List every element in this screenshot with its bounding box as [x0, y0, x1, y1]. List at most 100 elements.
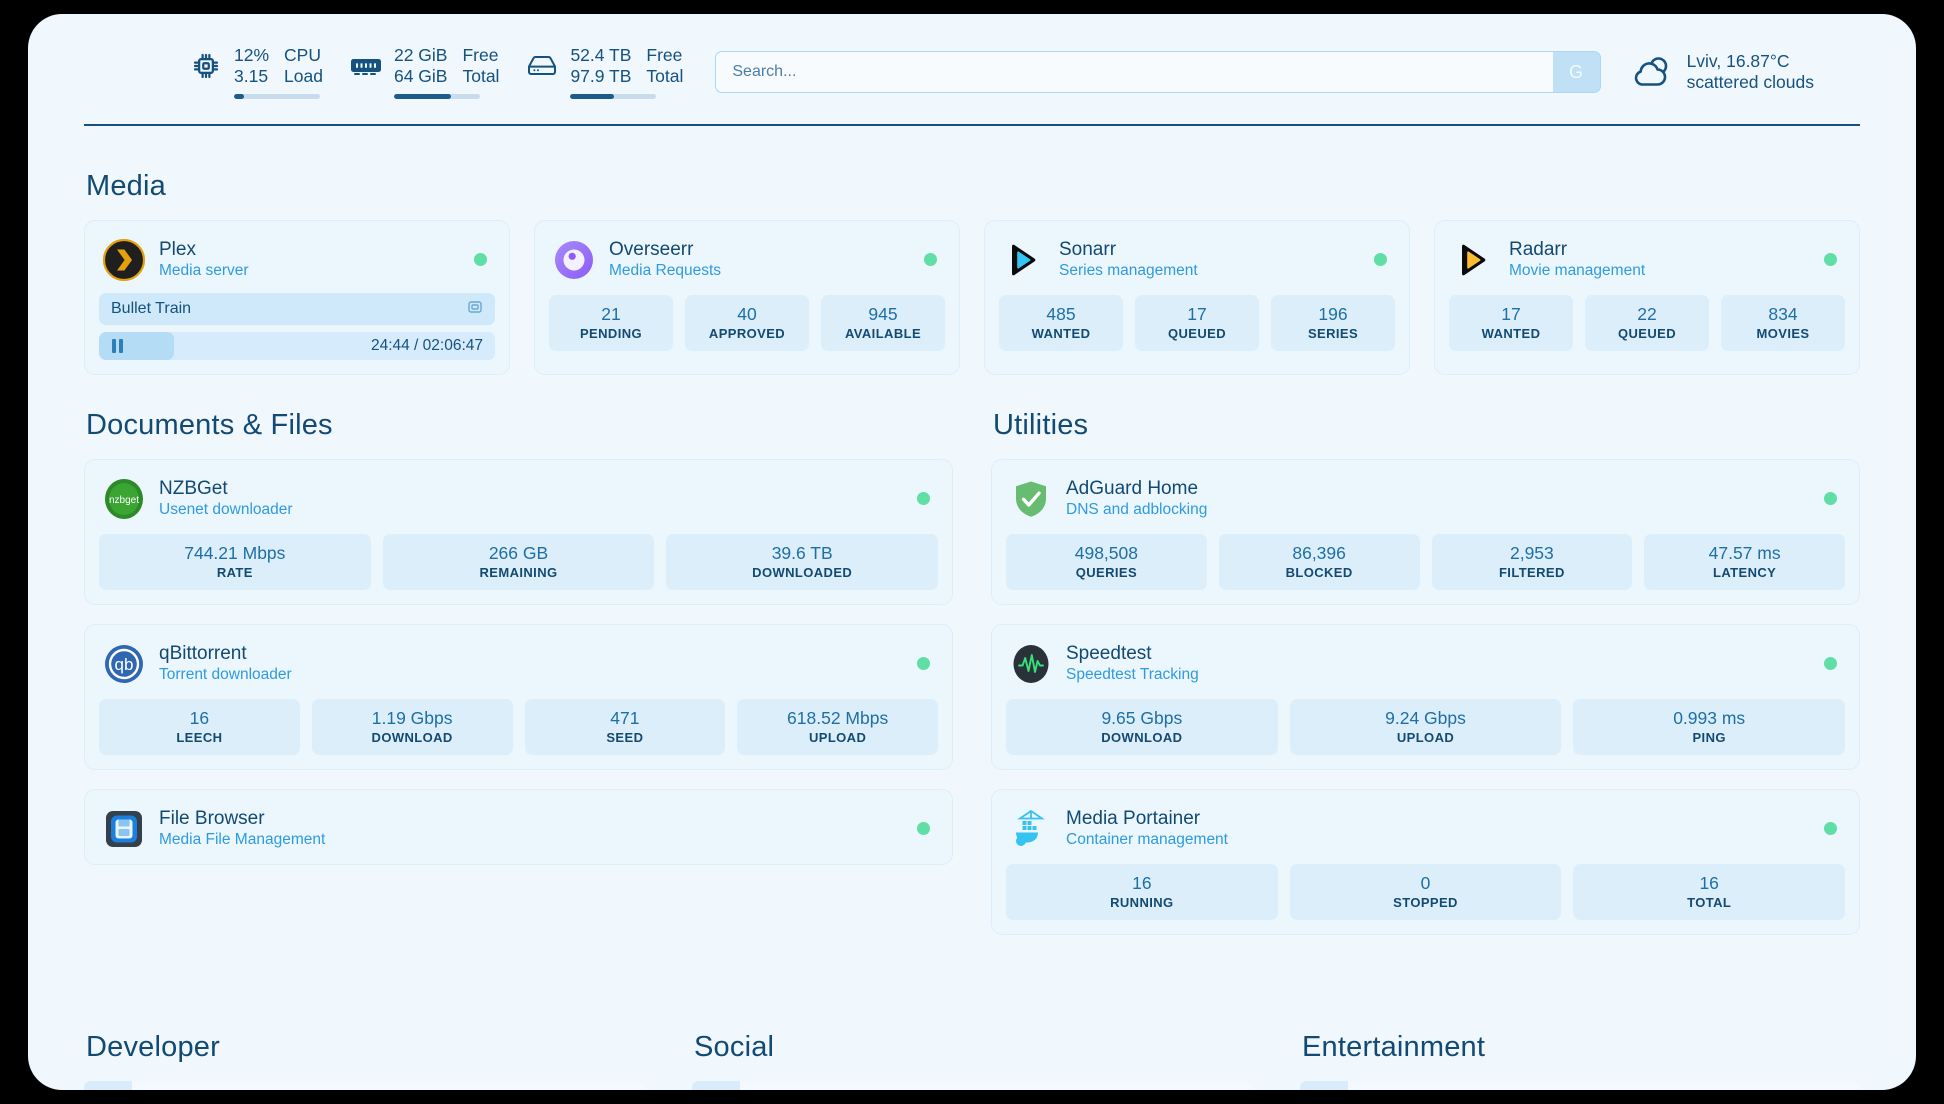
card-header: qb qBittorrent Torrent downloader — [99, 639, 938, 685]
stat-tile-label: STOPPED — [1393, 895, 1458, 910]
stat-tile-queued: 17 QUEUED — [1135, 295, 1259, 351]
stat-progress-bar — [234, 94, 320, 99]
media-player[interactable]: Bullet Train 24:44 / 02:06:47 — [99, 293, 495, 360]
service-card-speedtest[interactable]: Speedtest Speedtest Tracking 9.65 Gbps D… — [991, 624, 1860, 770]
stat-tile-value: 485 — [1046, 304, 1076, 324]
bookmark-name: Github — [132, 1081, 195, 1090]
card-header: Media Portainer Container management — [1006, 804, 1845, 850]
stat-label-secondary: Total — [646, 66, 684, 86]
service-card-radarr[interactable]: Radarr Movie management 17 WANTED 22 QUE… — [1434, 220, 1860, 375]
cpu-icon — [189, 47, 223, 85]
overseerr-icon — [553, 239, 595, 281]
service-card-qbittorrent[interactable]: qb qBittorrent Torrent downloader 16 LEE… — [84, 624, 953, 770]
bookmark-name: YouTube — [1348, 1081, 1427, 1090]
service-stats-row: 21 PENDING 40 APPROVED 945 AVAILABLE — [549, 295, 945, 351]
stat-value-primary: 22 GiB — [393, 45, 448, 65]
service-card-overseerr[interactable]: Overseerr Media Requests 21 PENDING 40 A… — [534, 220, 960, 375]
stat-tile-value: 17 — [1501, 304, 1521, 324]
card-header: nzbget NZBGet Usenet downloader — [99, 474, 938, 520]
stat-ram: 22 GiB 64 GiB Free Total — [349, 45, 499, 99]
service-name: Overseerr — [609, 239, 694, 260]
stat-tile-label: APPROVED — [708, 326, 786, 341]
stat-tile-seed: 471 SEED — [524, 699, 726, 755]
stat-tile-label: RUNNING — [1110, 895, 1174, 910]
stat-label-primary: CPU — [284, 45, 321, 65]
stat-tile-blocked: 86,396 BLOCKED — [1218, 534, 1420, 590]
header-divider — [84, 124, 1860, 126]
search-bar[interactable]: G — [715, 51, 1601, 93]
service-name: File Browser — [159, 808, 265, 829]
stat-tile-value: 2,953 — [1509, 543, 1554, 563]
stat-tile-download: 1.19 Gbps DOWNLOAD — [311, 699, 513, 755]
stat-tile-label: QUERIES — [1075, 565, 1138, 580]
card-header: Overseerr Media Requests — [549, 235, 945, 281]
status-indicator — [1824, 492, 1837, 505]
filebrowser-icon — [103, 808, 145, 850]
service-stats-row: 744.21 Mbps RATE 266 GB REMAINING 39.6 T… — [99, 534, 939, 590]
stat-label-secondary: Total — [462, 66, 500, 86]
service-subtitle: Usenet downloader — [159, 501, 293, 518]
stat-tile-leech: 16 LEECH — [99, 699, 300, 755]
service-card-file-browser[interactable]: File Browser Media File Management — [84, 789, 953, 865]
stat-tile-downloaded: 39.6 TB DOWNLOADED — [666, 534, 939, 590]
stat-progress-bar — [393, 94, 480, 99]
pause-icon[interactable] — [112, 339, 123, 353]
stat-tile-label: REMAINING — [479, 565, 558, 580]
service-subtitle: Speedtest Tracking — [1066, 666, 1199, 683]
search-provider-button[interactable]: G — [1552, 51, 1601, 93]
documents-card-list: nzbget NZBGet Usenet downloader 744.21 M… — [84, 459, 953, 865]
stat-tile-value: 86,396 — [1292, 543, 1346, 563]
stat-tile-label: SERIES — [1307, 326, 1359, 341]
cast-icon[interactable] — [467, 299, 483, 320]
speedtest-icon — [1010, 643, 1052, 685]
status-indicator — [1824, 822, 1837, 835]
stat-tile-latency: 47.57 ms LATENCY — [1644, 534, 1845, 590]
stat-tile-value: 22 — [1637, 304, 1657, 324]
stat-tile-value: 9.65 Gbps — [1101, 708, 1183, 728]
service-card-adguard-home[interactable]: AdGuard Home DNS and adblocking 498,508 … — [991, 459, 1860, 605]
card-header: Plex Media server — [99, 235, 495, 281]
bookmark-abbr: LI — [692, 1081, 740, 1090]
service-name: Media Portainer — [1066, 808, 1201, 829]
status-indicator — [924, 253, 937, 266]
bookmark-item[interactable]: GH Github github.com — [84, 1081, 644, 1090]
service-card-plex[interactable]: Plex Media server Bullet Train 24:44 / 0… — [84, 220, 510, 375]
playback-progress-bar[interactable]: 24:44 / 02:06:47 — [99, 332, 495, 360]
sonarr-icon — [1003, 239, 1045, 281]
stat-tile-value: 266 GB — [488, 543, 549, 563]
stat-tile-label: AVAILABLE — [844, 326, 922, 341]
service-card-nzbget[interactable]: nzbget NZBGet Usenet downloader 744.21 M… — [84, 459, 953, 605]
status-indicator — [474, 253, 487, 266]
stat-tile-label: MOVIES — [1756, 326, 1810, 341]
service-subtitle: Media Requests — [609, 262, 722, 279]
stat-tile-approved: 40 APPROVED — [685, 295, 809, 351]
stat-tile-value: 47.57 ms — [1708, 543, 1781, 563]
search-input[interactable] — [715, 51, 1553, 93]
stat-tile-upload: 618.52 Mbps UPLOAD — [737, 699, 938, 755]
stat-tile-value: 834 — [1768, 304, 1798, 324]
stat-label-primary: Free — [462, 45, 499, 65]
stat-tile-filtered: 2,953 FILTERED — [1431, 534, 1633, 590]
service-subtitle: Movie management — [1509, 262, 1646, 279]
service-subtitle: Media server — [159, 262, 249, 279]
stat-tile-label: TOTAL — [1687, 895, 1732, 910]
bookmark-item[interactable]: YT YouTube youtube.com — [1300, 1081, 1860, 1090]
stat-label-secondary: Load — [284, 66, 323, 86]
bookmark-url: github.com — [550, 1081, 644, 1090]
stat-tile-remaining: 266 GB REMAINING — [382, 534, 655, 590]
bookmark-item[interactable]: LI LinkedIn linkedin.com — [692, 1081, 1252, 1090]
radarr-icon — [1453, 239, 1495, 281]
weather-widget: Lviv, 16.87°C scattered clouds — [1631, 51, 1814, 93]
utilities-card-list: AdGuard Home DNS and adblocking 498,508 … — [991, 459, 1860, 935]
stat-tile-value: 618.52 Mbps — [787, 708, 889, 728]
bookmark-abbr: YT — [1300, 1081, 1348, 1090]
stat-tile-series: 196 SERIES — [1271, 295, 1395, 351]
dashboard-page: 12% 3.15 CPU Load 22 GiB 64 GiB — [28, 14, 1916, 1090]
service-card-sonarr[interactable]: Sonarr Series management 485 WANTED 17 Q… — [984, 220, 1410, 375]
weather-condition: scattered clouds — [1686, 72, 1814, 92]
stat-value-primary: 52.4 TB — [570, 45, 632, 65]
stat-tile-label: WANTED — [1031, 326, 1091, 341]
service-subtitle: Series management — [1059, 262, 1198, 279]
stat-tile-queries: 498,508 QUERIES — [1006, 534, 1207, 590]
service-card-media-portainer[interactable]: Media Portainer Container management 16 … — [991, 789, 1860, 935]
